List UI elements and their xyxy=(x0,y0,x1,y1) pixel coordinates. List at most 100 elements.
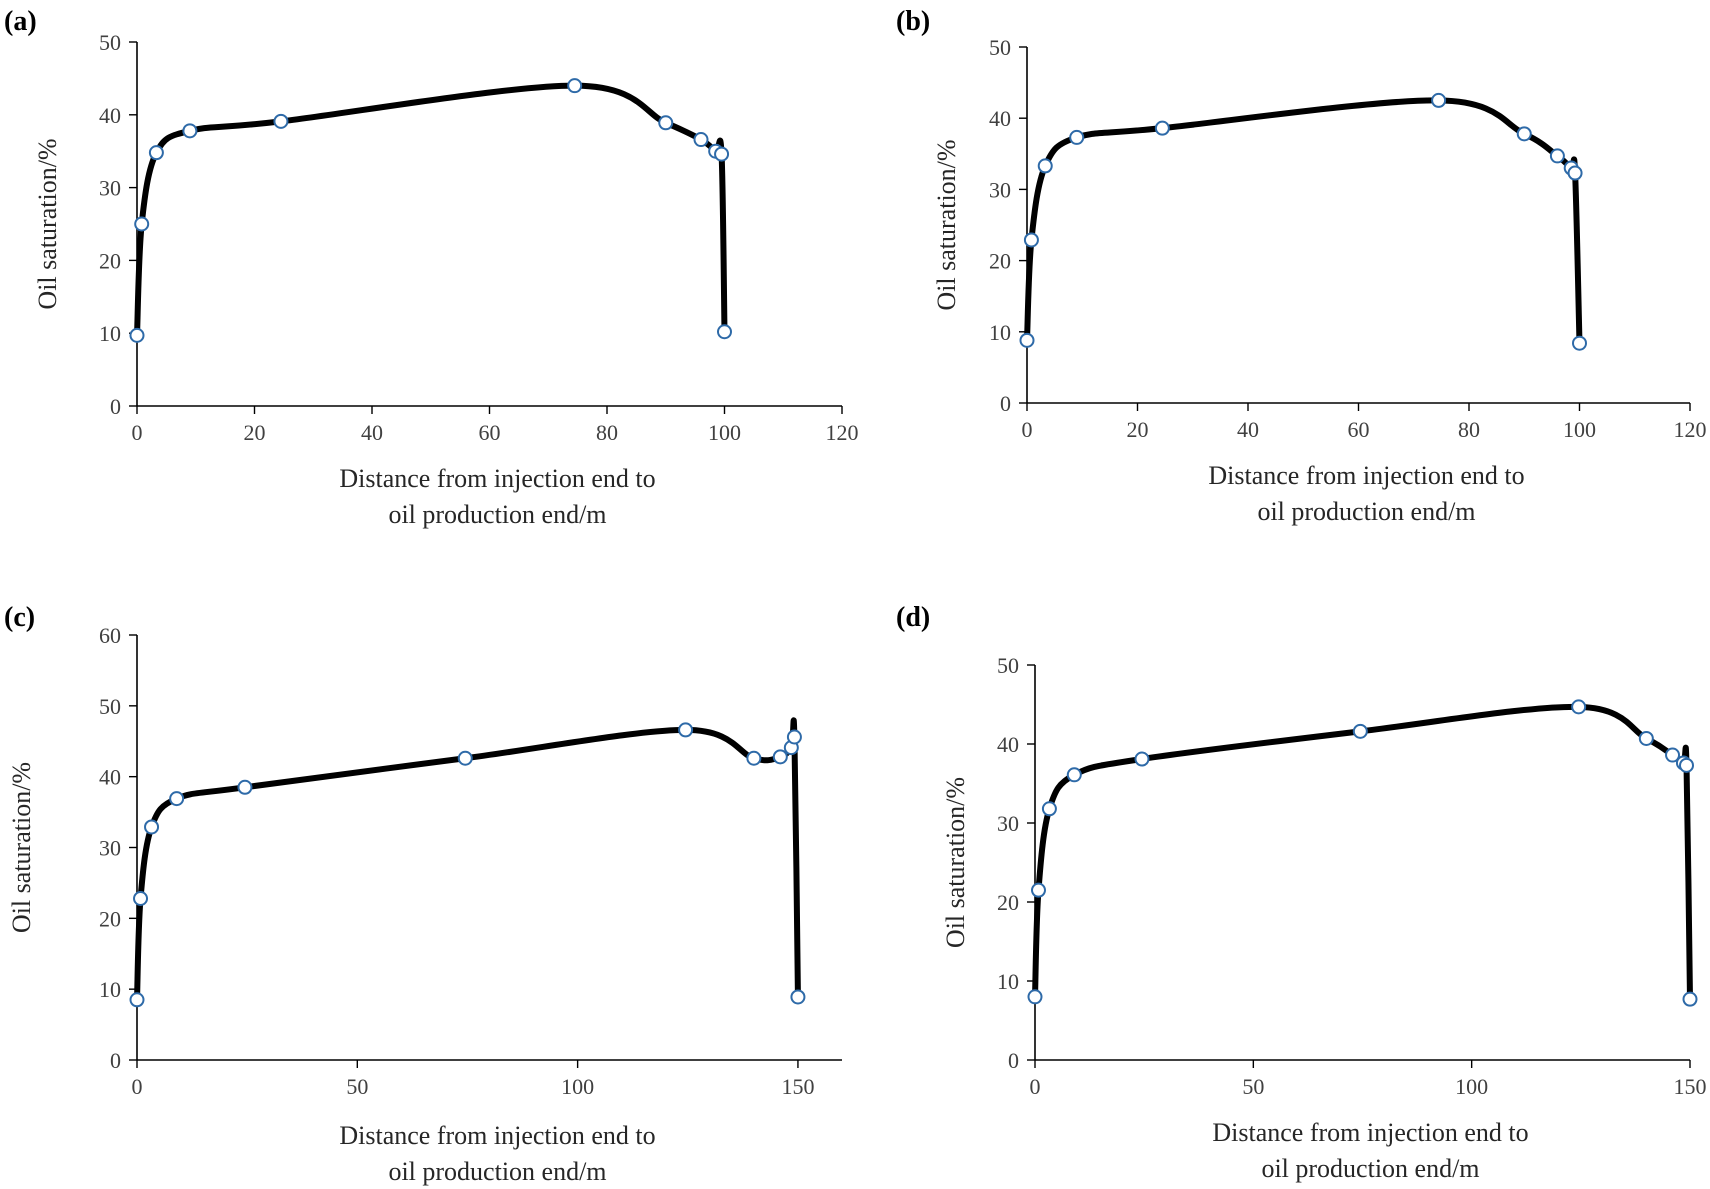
x-tick-label: 50 xyxy=(1242,1074,1264,1099)
data-point xyxy=(182,123,198,139)
x-tick-label: 20 xyxy=(1127,417,1149,442)
y-tick-label: 50 xyxy=(989,35,1011,60)
data-point xyxy=(1572,335,1587,351)
data-point xyxy=(1682,991,1698,1007)
data-point xyxy=(1665,747,1681,763)
series-line xyxy=(1024,97,1583,347)
y-tick-label: 0 xyxy=(110,1048,121,1073)
y-tick-label: 30 xyxy=(997,811,1019,836)
data-point xyxy=(134,216,150,232)
x-axis-title-line2: oil production end/m xyxy=(1257,497,1475,526)
data-point xyxy=(129,992,145,1008)
x-tick-label: 0 xyxy=(132,1074,143,1099)
x-tick-label: 150 xyxy=(1674,1074,1707,1099)
chart-panel-c: (c) 0 10 20 30 40 50 60 0 50 100 150 Oil saturation/… xyxy=(4,602,842,1186)
y-tick-label: 30 xyxy=(99,836,121,861)
data-point xyxy=(1027,989,1043,1005)
data-point xyxy=(129,327,145,343)
data-point xyxy=(746,750,762,766)
panel-label: (c) xyxy=(4,602,35,633)
x-tick-label: 100 xyxy=(1563,417,1596,442)
x-tick-label: 60 xyxy=(479,420,501,445)
data-point xyxy=(772,749,788,765)
data-point xyxy=(1567,165,1583,181)
data-point xyxy=(1023,232,1039,248)
x-tick-label: 0 xyxy=(1022,417,1033,442)
data-point xyxy=(1516,126,1532,142)
y-tick-label: 60 xyxy=(99,623,121,648)
x-tick-label: 80 xyxy=(1458,417,1480,442)
data-point xyxy=(148,145,164,161)
data-point xyxy=(1571,699,1587,715)
data-point xyxy=(1154,120,1170,136)
data-point xyxy=(237,779,253,795)
data-point xyxy=(714,146,730,162)
x-tick-label: 40 xyxy=(361,420,383,445)
chart-panel-d: (d) 0 10 20 30 40 50 0 50 100 150 Oil saturation/% D… xyxy=(896,602,1707,1183)
x-tick-label: 120 xyxy=(1674,417,1707,442)
x-tick-label: 120 xyxy=(826,420,859,445)
data-point xyxy=(1041,801,1057,817)
y-tick-label: 10 xyxy=(997,969,1019,994)
y-tick-label: 0 xyxy=(1000,391,1011,416)
series-line xyxy=(134,82,728,339)
data-point xyxy=(144,819,160,835)
data-point xyxy=(1638,730,1654,746)
y-tick-label: 40 xyxy=(99,765,121,790)
data-point xyxy=(693,132,709,148)
x-tick-label: 20 xyxy=(244,420,266,445)
x-tick-label: 60 xyxy=(1348,417,1370,442)
data-point xyxy=(273,113,289,129)
y-tick-label: 20 xyxy=(99,248,121,273)
data-point xyxy=(1352,723,1368,739)
y-tick-label: 10 xyxy=(99,977,121,1002)
y-tick-label: 10 xyxy=(99,321,121,346)
panel-label: (d) xyxy=(896,602,930,633)
x-axis-title-line2: oil production end/m xyxy=(388,500,606,529)
y-tick-label: 50 xyxy=(997,653,1019,678)
chart-panel-b: (b) 0 10 20 30 40 50 0 20 40 60 80 100 120 Oil saturat… xyxy=(896,6,1707,526)
x-axis-title-line1: Distance from injection end to xyxy=(1212,1118,1528,1147)
data-point xyxy=(1037,158,1053,174)
y-tick-label: 20 xyxy=(99,906,121,931)
x-axis-title-line1: Distance from injection end to xyxy=(339,464,655,493)
x-tick-label: 150 xyxy=(781,1074,814,1099)
y-tick-label: 30 xyxy=(989,177,1011,202)
x-tick-label: 100 xyxy=(708,420,741,445)
panel-label: (a) xyxy=(4,6,37,37)
data-point xyxy=(133,891,149,906)
data-point xyxy=(717,324,732,340)
y-tick-label: 20 xyxy=(997,890,1019,915)
data-point xyxy=(1019,332,1035,348)
y-tick-label: 40 xyxy=(997,732,1019,757)
y-tick-label: 20 xyxy=(989,249,1011,274)
y-tick-label: 50 xyxy=(99,694,121,719)
data-point xyxy=(457,750,473,766)
panel-label: (b) xyxy=(896,6,930,37)
data-point xyxy=(790,989,806,1005)
x-tick-label: 40 xyxy=(1237,417,1259,442)
data-point xyxy=(1431,92,1447,108)
y-axis-title: Oil saturation/% xyxy=(932,139,961,310)
x-axis-title-line1: Distance from injection end to xyxy=(1208,461,1524,490)
data-point xyxy=(1134,751,1150,767)
x-tick-label: 50 xyxy=(346,1074,368,1099)
data-point xyxy=(786,729,802,745)
x-tick-label: 100 xyxy=(561,1074,594,1099)
y-tick-label: 0 xyxy=(110,394,121,419)
data-point xyxy=(1030,882,1046,898)
data-point xyxy=(1069,129,1085,145)
x-tick-label: 0 xyxy=(132,420,143,445)
data-point xyxy=(1066,767,1082,783)
y-axis-title: Oil saturation/% xyxy=(941,777,970,948)
x-axis-title-line2: oil production end/m xyxy=(388,1157,606,1186)
x-axis-title-line1: Distance from injection end to xyxy=(339,1121,655,1150)
data-point xyxy=(567,78,583,94)
data-point xyxy=(678,722,694,738)
x-tick-label: 0 xyxy=(1030,1074,1041,1099)
x-tick-label: 80 xyxy=(596,420,618,445)
y-tick-label: 30 xyxy=(99,176,121,201)
series-line xyxy=(1032,703,1693,1003)
y-tick-label: 0 xyxy=(1008,1048,1019,1073)
